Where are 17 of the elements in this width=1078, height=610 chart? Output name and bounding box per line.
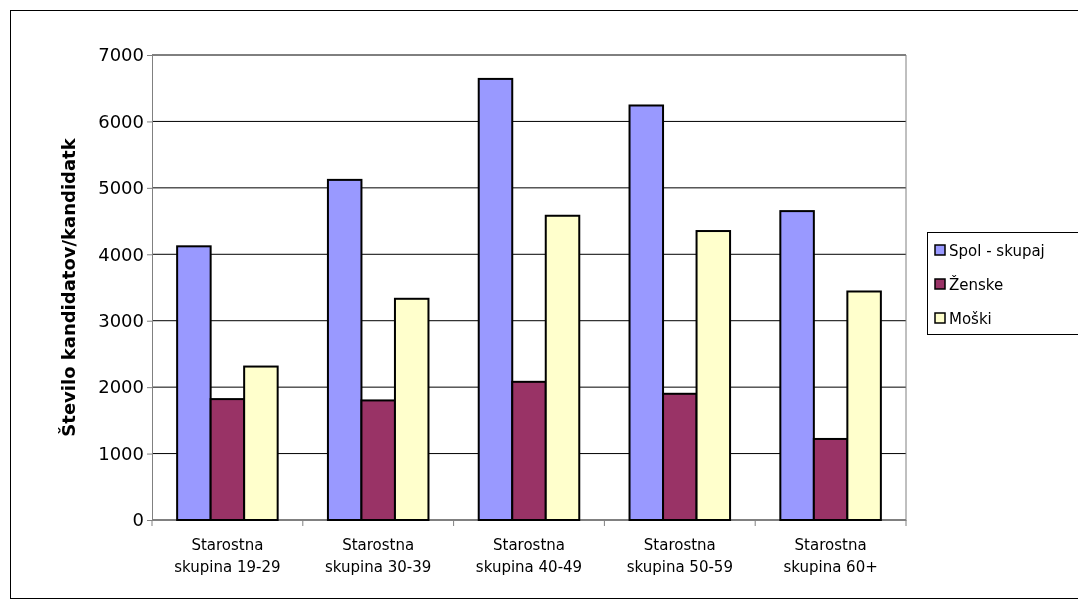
- x-tick-label: Starostna skupina 50-59: [626, 536, 733, 576]
- y-tick-label: 5000: [98, 177, 144, 199]
- legend-label: Moški: [949, 310, 992, 328]
- y-tick-label: 2000: [98, 376, 144, 398]
- y-tick-label: 7000: [98, 44, 144, 66]
- y-tick-label: 4000: [98, 243, 144, 265]
- x-tick-label: Starostna skupina 60+: [783, 536, 878, 576]
- y-tick-label: 3000: [98, 309, 144, 331]
- y-axis-title: Število kandidatov/kandidatk: [58, 137, 79, 437]
- y-tick-label: 6000: [98, 110, 144, 132]
- x-tick-label: Starostna skupina 30-39: [325, 536, 432, 576]
- x-tick-label: Starostna skupina 40-49: [475, 536, 583, 576]
- y-tick-label: 1000: [98, 442, 144, 464]
- legend-label: Ženske: [949, 275, 1004, 294]
- legend-label: Spol - skupaj: [949, 242, 1045, 260]
- x-tick-label: Starostna skupina 19-29: [174, 536, 281, 576]
- y-tick-label: 0: [132, 509, 144, 531]
